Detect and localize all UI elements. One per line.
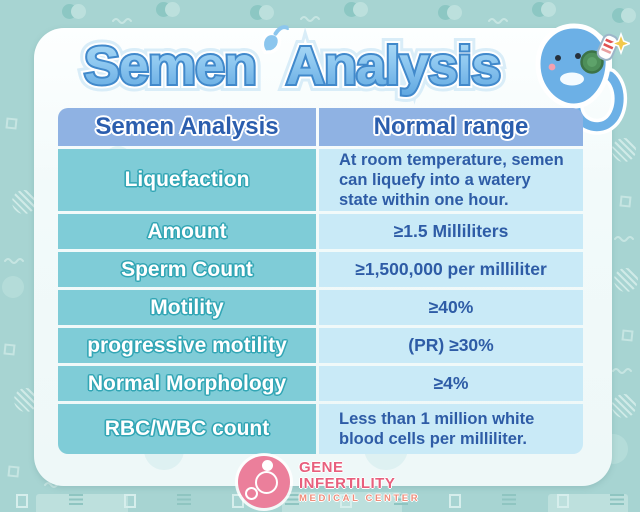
row-label-liquefaction: Liquefaction: [58, 149, 316, 211]
decor-square-icon: [619, 195, 632, 208]
row-value-liquefaction: At room temperature, semen can liquefy i…: [319, 149, 583, 211]
logo-line-medical-center: MEDICAL CENTER: [299, 493, 421, 505]
row-value-progressive-motility: (PR) ≥30%: [319, 328, 583, 363]
window-outline-icon: [556, 494, 569, 508]
clinic-logo-mark-icon: [238, 456, 290, 508]
logo-line-gene: GENE: [299, 458, 344, 476]
window-striped-icon: [285, 494, 300, 507]
decor-square-icon: [621, 329, 634, 342]
decor-hatched-circle-icon: [614, 268, 638, 292]
decor-circles-icon: [612, 8, 636, 23]
window-outline-icon: [340, 494, 353, 508]
row-label-normal-morphology: Normal Morphology: [58, 366, 316, 401]
decor-wave-icon: [4, 256, 26, 264]
decor-square-icon: [5, 117, 18, 130]
row-value-normal-morphology: ≥4%: [319, 366, 583, 401]
decor-wave-icon: [614, 234, 636, 242]
logo-bubble: [255, 471, 278, 494]
logo-line-infertility: INFERTILITY: [299, 474, 396, 492]
row-value-sperm-count: ≥1,500,000 per milliliter: [319, 252, 583, 287]
logo-bubble: [245, 487, 258, 500]
skyline-strip: [0, 482, 640, 512]
column-header-normal-range: Normal range: [319, 108, 583, 146]
decor-hatched-circle-icon: [612, 394, 636, 418]
row-label-rbc-wbc-count: RBC/WBC count: [58, 404, 316, 454]
decor-square-icon: [7, 465, 20, 478]
decor-circles-icon: [344, 2, 368, 17]
window-striped-icon: [69, 494, 84, 507]
window-outline-icon: [448, 494, 461, 508]
window-striped-icon: [177, 494, 192, 507]
clinic-logo: GENE INFERTILITY MEDICAL CENTER: [238, 456, 420, 508]
decor-circles-icon: [156, 2, 180, 17]
row-label-amount: Amount: [58, 214, 316, 249]
decor-square-icon: [3, 343, 16, 356]
column-header-parameter: Semen Analysis: [58, 108, 316, 146]
decor-circles-icon: [438, 5, 462, 20]
window-striped-icon: [609, 494, 624, 507]
row-label-motility: Motility: [58, 290, 316, 325]
decor-wave-icon: [112, 16, 134, 24]
analysis-table: Semen Analysis Normal range Liquefaction…: [58, 108, 583, 454]
window-outline-icon: [232, 494, 245, 508]
row-label-sperm-count: Sperm Count: [58, 252, 316, 287]
window-outline-icon: [124, 494, 137, 508]
building-windows-row: [0, 494, 640, 508]
decor-circles-icon: [62, 4, 86, 19]
decor-hatched-circle-icon: [612, 138, 636, 162]
decor-circles-icon: [532, 2, 556, 17]
row-label-progressive-motility: progressive motility: [58, 328, 316, 363]
window-striped-icon: [501, 494, 516, 507]
row-value-rbc-wbc-count: Less than 1 million white blood cells pe…: [319, 404, 583, 454]
clinic-logo-text: GENE INFERTILITY MEDICAL CENTER: [299, 458, 421, 505]
row-value-motility: ≥40%: [319, 290, 583, 325]
decor-circles-icon: [250, 5, 274, 20]
decor-hatched-circle-icon: [12, 190, 36, 214]
decor-wave-icon: [488, 16, 510, 24]
sperm-apostrophe-icon: [254, 23, 295, 68]
title-text: Semen Analysis: [52, 30, 532, 102]
decor-faint-circle-icon: [2, 276, 24, 298]
decor-wave-icon: [612, 366, 634, 374]
logo-bubble: [262, 460, 273, 471]
decor-wave-icon: [300, 14, 322, 22]
window-striped-icon: [393, 494, 408, 507]
window-outline-icon: [16, 494, 28, 508]
row-value-amount: ≥1.5 Milliliters: [319, 214, 583, 249]
